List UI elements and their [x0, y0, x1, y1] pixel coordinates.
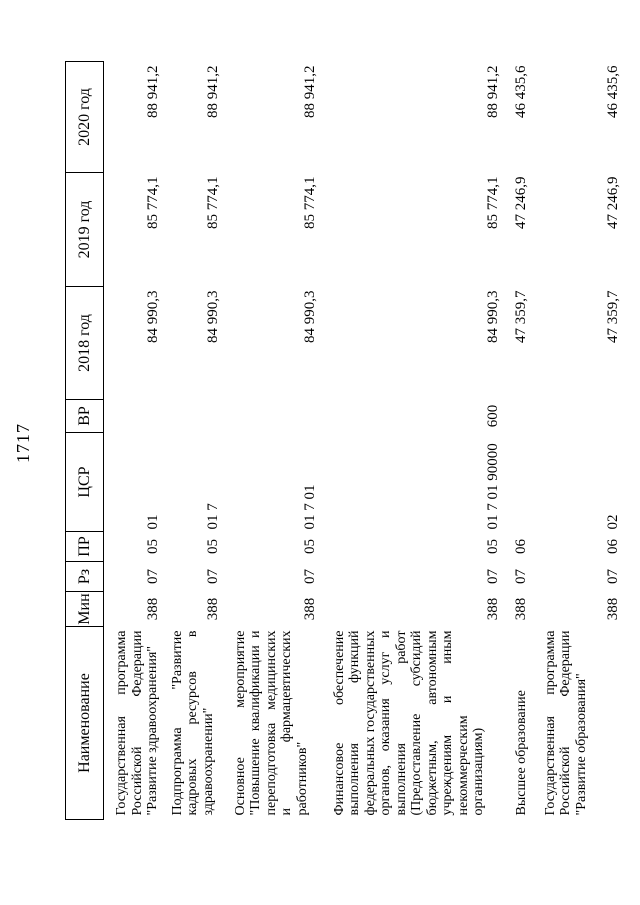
cell-rz: 07 [484, 569, 501, 584]
table-row: Высшее образование 388 07 06 47 359,7 47… [507, 62, 535, 820]
cell-pr: 05 [301, 539, 318, 554]
cell-csr: 01 7 01 90000 [484, 443, 501, 530]
cell-2020: 88 941,2 [144, 65, 161, 119]
cell-2018: 84 990,3 [484, 290, 501, 344]
column-header-name: Наименование [65, 626, 104, 820]
cell-rz: 07 [301, 569, 318, 584]
cell-min: 388 [484, 597, 501, 621]
cell-2019: 85 774,1 [484, 176, 501, 230]
cell-pr: 06 [512, 539, 529, 554]
cell-name: Государственная программа Российской Фед… [114, 630, 160, 816]
cell-name: Высшее образование [514, 690, 529, 816]
cell-2020: 88 941,2 [301, 65, 318, 119]
cell-2020: 88 941,2 [484, 65, 501, 119]
cell-2019: 47 246,9 [604, 176, 621, 230]
table-row: Государственная программа Российской Фед… [535, 62, 627, 820]
cell-2018: 84 990,3 [204, 290, 221, 344]
cell-2018: 47 359,7 [604, 290, 621, 344]
cell-2020: 46 435,6 [512, 65, 529, 119]
cell-min: 388 [604, 597, 621, 621]
cell-min: 388 [512, 597, 529, 621]
cell-min: 388 [204, 597, 221, 621]
cell-csr [507, 433, 535, 532]
cell-2020: 46 435,6 [604, 65, 621, 119]
cell-2018: 84 990,3 [301, 290, 318, 344]
cell-pr: 05 [144, 539, 161, 554]
cell-rz: 07 [512, 569, 529, 584]
cell-2019: 85 774,1 [144, 176, 161, 230]
cell-pr: 06 [604, 539, 621, 554]
column-header-rz: Рз [65, 561, 104, 592]
cell-vr [167, 400, 227, 433]
cell-2020: 88 941,2 [204, 65, 221, 119]
cell-csr: 02 [604, 514, 621, 530]
cell-vr [227, 400, 324, 433]
column-header-2020: 2020 год [65, 61, 104, 173]
cell-pr: 05 [484, 539, 501, 554]
table-row: Финансовое обеспечение выполнения функци… [324, 62, 507, 820]
column-header-vr: ВР [65, 399, 104, 433]
cell-csr: 01 7 [204, 503, 221, 530]
column-header-csr: ЦСР [65, 432, 104, 532]
cell-min: 388 [301, 597, 318, 621]
table-row: Основное мероприятие "Повышение квалифик… [227, 62, 324, 820]
column-header-2019: 2019 год [65, 172, 104, 287]
cell-2019: 85 774,1 [301, 176, 318, 230]
cell-name: Основное мероприятие "Повышение квалифик… [232, 630, 310, 816]
cell-2019: 47 246,9 [512, 176, 529, 230]
cell-csr: 01 7 01 [301, 484, 318, 530]
cell-2018: 47 359,7 [512, 290, 529, 344]
cell-vr [535, 400, 627, 433]
column-header-pr: ПР [65, 531, 104, 562]
column-header-2018: 2018 год [65, 286, 104, 400]
cell-pr: 05 [204, 539, 221, 554]
cell-2019: 85 774,1 [204, 176, 221, 230]
table-row: Подпрограмма "Развитие кадровых ресурсов… [167, 62, 227, 820]
cell-name: Финансовое обеспечение выполнения функци… [331, 630, 487, 816]
cell-vr [507, 400, 535, 433]
column-header-min: Мин [65, 591, 104, 627]
cell-rz: 07 [204, 569, 221, 584]
cell-rz: 07 [604, 569, 621, 584]
page-number: 1717 [13, 423, 33, 463]
budget-table: Наименование Мин Рз ПР ЦСР ВР 2018 год 2… [65, 61, 627, 820]
cell-csr: 01 [144, 514, 161, 530]
cell-min: 388 [144, 597, 161, 621]
cell-2018: 84 990,3 [144, 290, 161, 344]
header-row: Наименование Мин Рз ПР ЦСР ВР 2018 год 2… [65, 61, 104, 820]
cell-vr: 600 [484, 404, 501, 428]
table-row: Государственная программа Российской Фед… [104, 62, 167, 820]
cell-vr [104, 400, 167, 433]
cell-name: Подпрограмма "Развитие кадровых ресурсов… [169, 630, 216, 816]
cell-name: Государственная программа Российской Фед… [542, 630, 589, 816]
cell-rz: 07 [144, 569, 161, 584]
